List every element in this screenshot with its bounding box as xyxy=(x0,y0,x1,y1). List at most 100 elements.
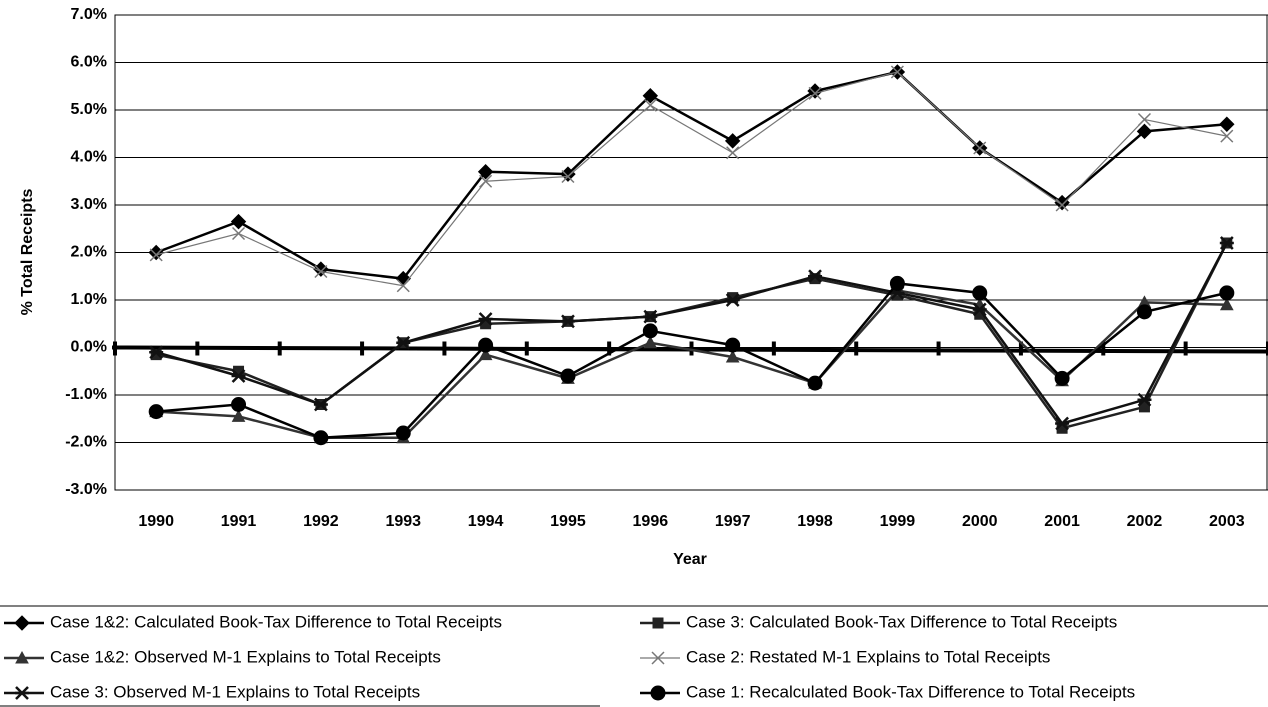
marker xyxy=(149,248,163,262)
x-tick-label: 2002 xyxy=(1127,513,1163,530)
marker xyxy=(1054,370,1070,386)
marker xyxy=(972,285,988,301)
marker xyxy=(231,369,246,383)
x-tick-label: 1996 xyxy=(633,513,669,530)
marker xyxy=(1136,123,1153,140)
legend-marker xyxy=(650,685,666,701)
marker xyxy=(808,86,822,100)
marker xyxy=(1219,236,1234,250)
marker xyxy=(807,375,823,391)
legend-label: Case 2: Restated M-1 Explains to Total R… xyxy=(686,647,1050,666)
y-tick-label: -3.0% xyxy=(65,481,107,498)
marker xyxy=(232,226,246,241)
marker xyxy=(726,146,740,160)
marker xyxy=(478,312,493,326)
legend-marker xyxy=(15,686,29,700)
legend-label: Case 3: Calculated Book-Tax Difference t… xyxy=(686,612,1117,631)
legend-label: Case 1: Recalculated Book-Tax Difference… xyxy=(686,682,1135,701)
marker xyxy=(313,430,329,446)
x-tick-label: 1999 xyxy=(880,513,916,530)
legend-label: Case 3: Observed M-1 Explains to Total R… xyxy=(50,682,420,701)
marker xyxy=(1219,285,1235,301)
marker xyxy=(395,425,411,441)
x-tick-label: 2003 xyxy=(1209,513,1245,530)
marker xyxy=(972,302,987,317)
x-axis-title: Year xyxy=(673,551,707,568)
marker xyxy=(808,269,823,284)
marker xyxy=(807,83,823,99)
marker xyxy=(560,314,575,329)
legend: Case 1&2: Calculated Book-Tax Difference… xyxy=(4,612,1135,701)
marker xyxy=(230,213,247,230)
x-tick-label: 1992 xyxy=(303,513,339,530)
marker xyxy=(1136,304,1152,320)
marker xyxy=(1055,416,1070,431)
x-tick-label: 2001 xyxy=(1044,513,1080,530)
marker xyxy=(477,164,494,180)
marker xyxy=(1055,198,1069,212)
marker xyxy=(396,335,411,350)
legend-marker xyxy=(15,650,29,664)
marker xyxy=(1137,112,1151,127)
marker xyxy=(313,397,328,412)
marker xyxy=(1138,401,1150,413)
marker xyxy=(149,345,164,360)
marker xyxy=(1137,392,1152,407)
y-tick-label: 1.0% xyxy=(71,291,107,308)
legend-marker xyxy=(14,615,30,631)
x-tick-label: 1998 xyxy=(797,513,833,530)
marker xyxy=(642,88,659,104)
x-tick-label: 1995 xyxy=(550,513,586,530)
legend-label: Case 1&2: Calculated Book-Tax Difference… xyxy=(50,612,502,631)
y-tick-label: -2.0% xyxy=(65,434,107,451)
series-line xyxy=(156,71,1227,287)
y-axis-title: % Total Receipts xyxy=(19,188,36,315)
marker xyxy=(148,244,164,261)
y-tick-label: 2.0% xyxy=(71,244,107,261)
y-tick-label: -1.0% xyxy=(65,386,107,403)
marker xyxy=(396,279,410,293)
y-tick-label: 7.0% xyxy=(71,6,107,23)
marker xyxy=(642,323,658,339)
series-line xyxy=(156,282,1228,440)
marker xyxy=(643,98,657,112)
marker xyxy=(643,309,658,324)
legend-label: Case 1&2: Observed M-1 Explains to Total… xyxy=(50,647,441,666)
y-tick-label: 4.0% xyxy=(71,149,107,166)
y-tick-label: 0.0% xyxy=(71,339,107,356)
series-line xyxy=(155,70,1227,280)
marker xyxy=(479,174,493,188)
marker xyxy=(1219,116,1235,132)
y-tick-label: 5.0% xyxy=(71,101,107,118)
legend-marker xyxy=(652,617,664,629)
x-tick-label: 1991 xyxy=(221,513,257,530)
marker xyxy=(724,133,741,149)
marker xyxy=(725,293,740,307)
marker xyxy=(725,337,741,353)
marker xyxy=(1219,297,1234,311)
x-tick-label: 1997 xyxy=(715,513,751,530)
marker xyxy=(231,397,247,412)
marker xyxy=(231,409,246,422)
marker xyxy=(148,404,164,420)
marker xyxy=(561,169,575,184)
series-line xyxy=(155,242,1228,425)
marker xyxy=(725,349,740,363)
y-tick-label: 3.0% xyxy=(71,196,107,213)
x-tick-label: 2000 xyxy=(962,513,998,530)
marker xyxy=(478,347,493,361)
x-tick-label: 1993 xyxy=(385,513,421,530)
marker xyxy=(890,65,904,79)
series-line xyxy=(156,289,1227,439)
marker xyxy=(889,275,905,291)
x-tick-label: 1994 xyxy=(468,513,504,530)
marker xyxy=(478,337,494,353)
marker xyxy=(643,335,658,349)
marker xyxy=(973,141,987,155)
marker xyxy=(560,368,576,384)
marker xyxy=(1220,129,1234,143)
x-tick-label: 1990 xyxy=(138,513,174,530)
marker xyxy=(314,264,328,279)
y-tick-label: 6.0% xyxy=(71,54,107,71)
